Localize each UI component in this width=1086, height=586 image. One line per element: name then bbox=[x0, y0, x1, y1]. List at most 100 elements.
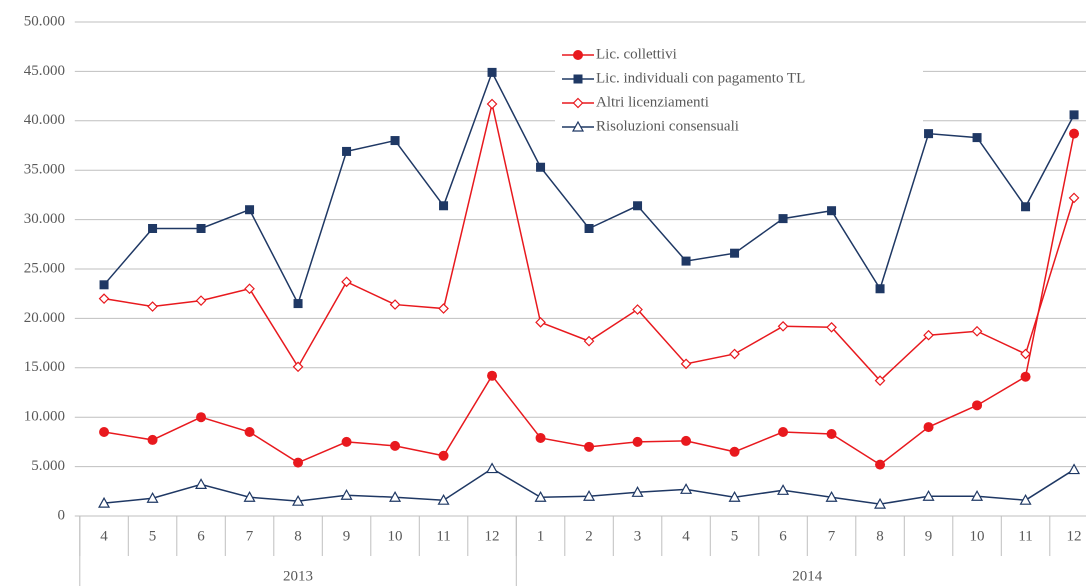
point bbox=[292, 494, 305, 506]
point bbox=[390, 440, 401, 451]
point bbox=[777, 484, 790, 495]
point bbox=[1069, 128, 1080, 139]
point bbox=[389, 490, 402, 502]
x-tick-label: 12 bbox=[485, 528, 500, 544]
point bbox=[922, 490, 935, 501]
point bbox=[245, 205, 255, 215]
point bbox=[195, 478, 208, 489]
point bbox=[972, 400, 983, 411]
point bbox=[681, 256, 691, 266]
point bbox=[293, 457, 304, 468]
legend-marker bbox=[573, 74, 583, 84]
y-tick-label: 35.000 bbox=[24, 162, 65, 178]
x-tick-label: 6 bbox=[197, 528, 205, 544]
point bbox=[825, 490, 838, 502]
point bbox=[1068, 192, 1080, 204]
point bbox=[583, 335, 595, 347]
year-label: 2013 bbox=[283, 568, 313, 584]
point bbox=[1069, 110, 1079, 120]
x-tick-label: 2 bbox=[585, 528, 593, 544]
point bbox=[680, 358, 692, 370]
point bbox=[99, 427, 110, 438]
point bbox=[923, 329, 934, 341]
point bbox=[196, 223, 206, 233]
point bbox=[633, 201, 643, 211]
y-tick-label: 30.000 bbox=[24, 211, 65, 227]
point bbox=[243, 490, 256, 502]
point bbox=[875, 459, 886, 470]
point bbox=[1020, 348, 1031, 360]
point bbox=[536, 162, 546, 172]
x-tick-label: 8 bbox=[294, 528, 302, 544]
point bbox=[730, 248, 740, 258]
point bbox=[681, 435, 692, 446]
x-tick-label: 9 bbox=[925, 528, 933, 544]
point bbox=[778, 214, 788, 224]
point bbox=[341, 436, 352, 447]
point bbox=[486, 98, 498, 110]
x-tick-label: 1 bbox=[537, 528, 545, 544]
point bbox=[535, 432, 546, 443]
legend-box bbox=[555, 40, 923, 140]
point bbox=[535, 317, 546, 328]
x-tick-label: 6 bbox=[779, 528, 787, 544]
point bbox=[147, 301, 158, 312]
series-line bbox=[103, 133, 1075, 466]
point bbox=[584, 441, 595, 452]
point bbox=[1021, 202, 1031, 212]
point bbox=[826, 428, 837, 439]
y-tick-label: 20.000 bbox=[24, 310, 65, 326]
point bbox=[924, 129, 934, 139]
point bbox=[777, 320, 789, 332]
point bbox=[728, 490, 741, 502]
legend-label: Altri licenziamenti bbox=[596, 94, 709, 110]
y-tick-label: 45.000 bbox=[24, 63, 65, 79]
point bbox=[244, 283, 255, 295]
point bbox=[98, 293, 110, 304]
point bbox=[195, 295, 207, 306]
point bbox=[972, 133, 982, 143]
point bbox=[729, 348, 740, 360]
point bbox=[439, 201, 449, 211]
point bbox=[438, 303, 449, 314]
y-tick-label: 10.000 bbox=[24, 409, 65, 425]
point bbox=[874, 497, 887, 509]
point bbox=[534, 490, 547, 502]
point bbox=[1068, 463, 1081, 475]
point bbox=[196, 412, 207, 423]
point bbox=[342, 146, 352, 156]
legend-label: Lic. individuali con pagamento TL bbox=[596, 70, 805, 86]
y-tick-label: 5.000 bbox=[31, 458, 65, 474]
legend-marker bbox=[571, 120, 585, 132]
point bbox=[244, 427, 255, 438]
x-tick-label: 11 bbox=[436, 528, 450, 544]
x-tick-label: 11 bbox=[1018, 528, 1032, 544]
x-tick-label: 3 bbox=[634, 528, 642, 544]
point bbox=[632, 436, 643, 447]
legend-marker bbox=[573, 50, 583, 60]
legend-label: Lic. collettivi bbox=[596, 46, 677, 62]
point bbox=[146, 491, 159, 503]
x-tick-label: 12 bbox=[1067, 528, 1082, 544]
y-tick-label: 15.000 bbox=[24, 359, 65, 375]
x-tick-label: 7 bbox=[828, 528, 836, 544]
point bbox=[390, 136, 400, 146]
point bbox=[486, 462, 499, 474]
point bbox=[631, 486, 644, 497]
year-label: 2014 bbox=[792, 568, 823, 584]
x-tick-label: 10 bbox=[388, 528, 403, 544]
legend-marker bbox=[572, 97, 584, 109]
point bbox=[778, 427, 789, 438]
point bbox=[584, 223, 594, 233]
point bbox=[487, 370, 498, 381]
point bbox=[437, 493, 450, 505]
x-tick-label: 7 bbox=[246, 528, 254, 544]
point bbox=[292, 361, 304, 373]
point bbox=[923, 422, 934, 433]
point bbox=[389, 299, 401, 310]
x-tick-label: 9 bbox=[343, 528, 351, 544]
point bbox=[487, 67, 497, 77]
point bbox=[438, 450, 449, 461]
y-tick-label: 0 bbox=[58, 507, 66, 523]
